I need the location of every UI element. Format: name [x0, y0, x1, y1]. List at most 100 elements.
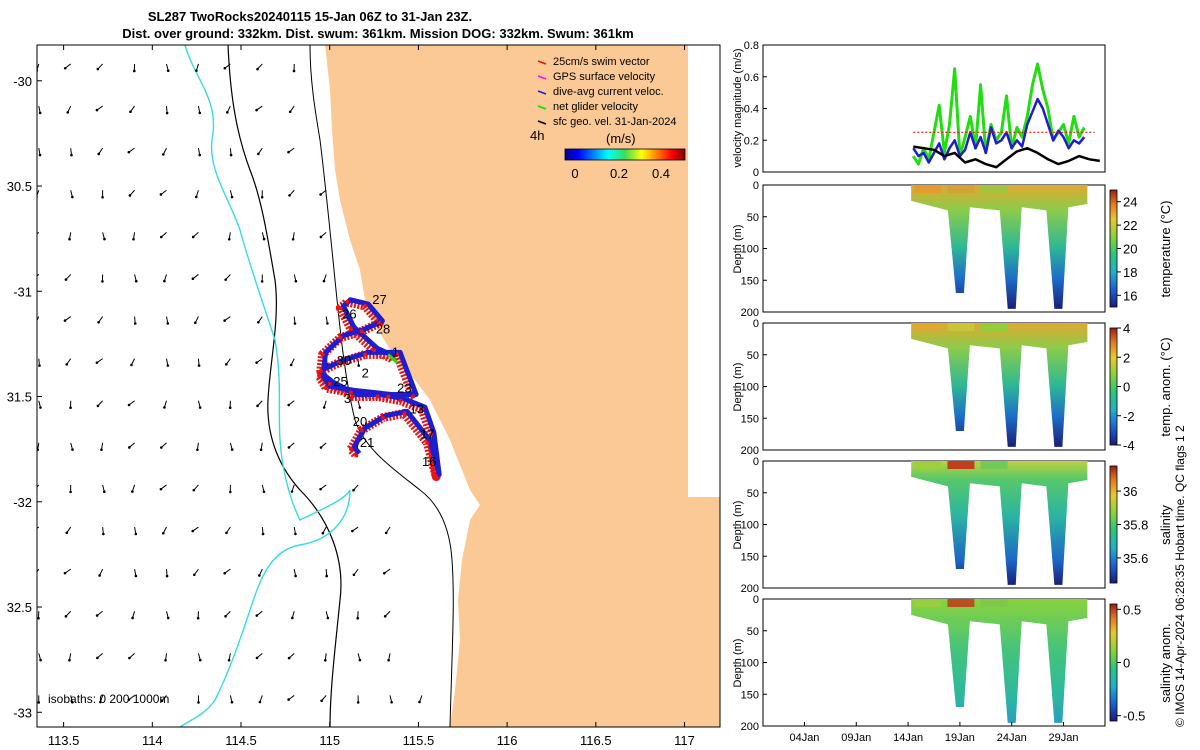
section-surface-patch — [914, 323, 942, 331]
track-point — [372, 348, 377, 353]
section-colorbar — [1109, 189, 1118, 308]
current-vector-head — [196, 448, 199, 452]
track-point — [395, 352, 400, 357]
current-vector-head — [71, 448, 74, 451]
current-vector-head — [103, 237, 106, 241]
time-tick-label: 04Jan — [789, 732, 819, 744]
time-tick-label: 29Jan — [1049, 732, 1079, 744]
current-vector-head — [33, 574, 36, 577]
section-field — [911, 323, 1088, 447]
current-vector-head — [132, 69, 136, 73]
legend-swatch-geo — [537, 120, 547, 125]
current-vector-head — [351, 529, 354, 533]
current-vector-head — [326, 616, 330, 620]
track-point — [336, 360, 341, 365]
current-vector-head — [70, 153, 73, 157]
track-point — [338, 335, 343, 340]
isobath-200m — [309, 45, 454, 727]
map-x-tick-label: 114.5 — [225, 733, 257, 748]
current-vector-head — [255, 361, 258, 364]
track-point — [375, 394, 380, 399]
section-surface-patch — [980, 323, 1008, 331]
current-vector-head — [133, 322, 137, 325]
map-x-tick-label: 113.5 — [48, 733, 80, 748]
map-y-tick-label: 30.5 — [7, 179, 32, 194]
current-vector-head — [258, 574, 261, 577]
track-point — [354, 453, 359, 458]
track-point — [317, 373, 322, 378]
current-vector-head — [38, 111, 42, 115]
section-y-tick-label: 200 — [741, 445, 759, 457]
current-vector-head — [259, 448, 263, 452]
current-vector-head — [32, 236, 35, 239]
section-colorbar-tick-label: 20 — [1123, 242, 1137, 257]
section-colorbar-tick-label: 35.8 — [1123, 518, 1148, 533]
current-vector-head — [223, 66, 227, 70]
current-vector-head — [384, 531, 388, 535]
current-vector-head — [37, 616, 40, 620]
current-vector-head — [69, 490, 72, 494]
section-y-tick-label: 100 — [741, 244, 759, 256]
section-y-tick-label: 100 — [741, 382, 759, 394]
current-vector — [37, 231, 40, 235]
track-point — [327, 381, 332, 386]
current-vector — [37, 568, 40, 573]
current-vector-head — [159, 193, 163, 196]
section-colorbar — [1109, 465, 1118, 584]
velocity-colorbar-tick-2: 0.4 — [652, 166, 670, 181]
current-vector-head — [294, 279, 298, 283]
track-point — [359, 428, 364, 433]
section-colorbar-tick-label: 2 — [1123, 350, 1130, 365]
current-vector-head — [66, 111, 70, 114]
current-vector-head — [166, 322, 170, 325]
glider-track — [314, 297, 442, 481]
current-vector-head — [387, 658, 390, 662]
track-point — [349, 390, 354, 395]
section-surface-patch — [947, 461, 975, 469]
current-vector-head — [166, 69, 170, 73]
current-vector-head — [287, 150, 290, 154]
map-axis-ticks: 113.5 114 114.5 115 115.5 116 116.5 117-3030.5-… — [7, 45, 695, 748]
section-colorbar-tick-label: 0 — [1123, 380, 1130, 395]
current-vector-head — [198, 153, 201, 157]
section-surface-patch — [914, 599, 942, 607]
velocity-ticks: 0 0.2 0.4 0.6 0.8 — [744, 40, 767, 179]
track-point — [425, 440, 430, 445]
current-vector-head — [323, 658, 327, 662]
section-ylabel: Depth (m) — [732, 363, 744, 412]
section-y-tick-label: 0 — [753, 318, 759, 330]
track-point — [363, 304, 368, 309]
current-vector-head — [32, 530, 35, 533]
section-y-tick-label: 200 — [741, 583, 759, 595]
current-vector-head — [358, 406, 362, 409]
velocity-y-tick-label: 0.4 — [744, 104, 759, 116]
current-vector-head — [96, 67, 100, 71]
current-vector-head — [134, 532, 138, 536]
current-vector-head — [193, 573, 196, 577]
current-vector-head — [63, 319, 67, 322]
track-point — [386, 394, 391, 399]
current-vector-head — [257, 321, 260, 324]
current-vector-head — [291, 616, 294, 620]
legend-swim-label: 25cm/s swim vector — [553, 56, 650, 68]
current-vector-head — [320, 699, 323, 703]
day-label: 25 — [333, 374, 347, 389]
legend-swatch-swim — [537, 60, 547, 65]
section-surface-patch — [980, 461, 1008, 469]
current-vector-head — [224, 278, 227, 281]
current-vector-head — [64, 615, 68, 618]
current-vector-head — [287, 403, 291, 407]
current-vector-head — [322, 406, 326, 409]
current-vector-head — [65, 531, 69, 535]
day-label: 1 — [392, 345, 399, 360]
current-vector-head — [96, 404, 100, 408]
current-vector-head — [326, 322, 329, 325]
velocity-colorbar — [564, 148, 686, 161]
current-vector-head — [228, 406, 232, 410]
current-vector-head — [356, 701, 360, 704]
current-vector-head — [127, 698, 131, 701]
current-vector-head — [292, 69, 296, 73]
current-vector-head — [229, 490, 232, 494]
current-vector-head — [230, 700, 234, 704]
